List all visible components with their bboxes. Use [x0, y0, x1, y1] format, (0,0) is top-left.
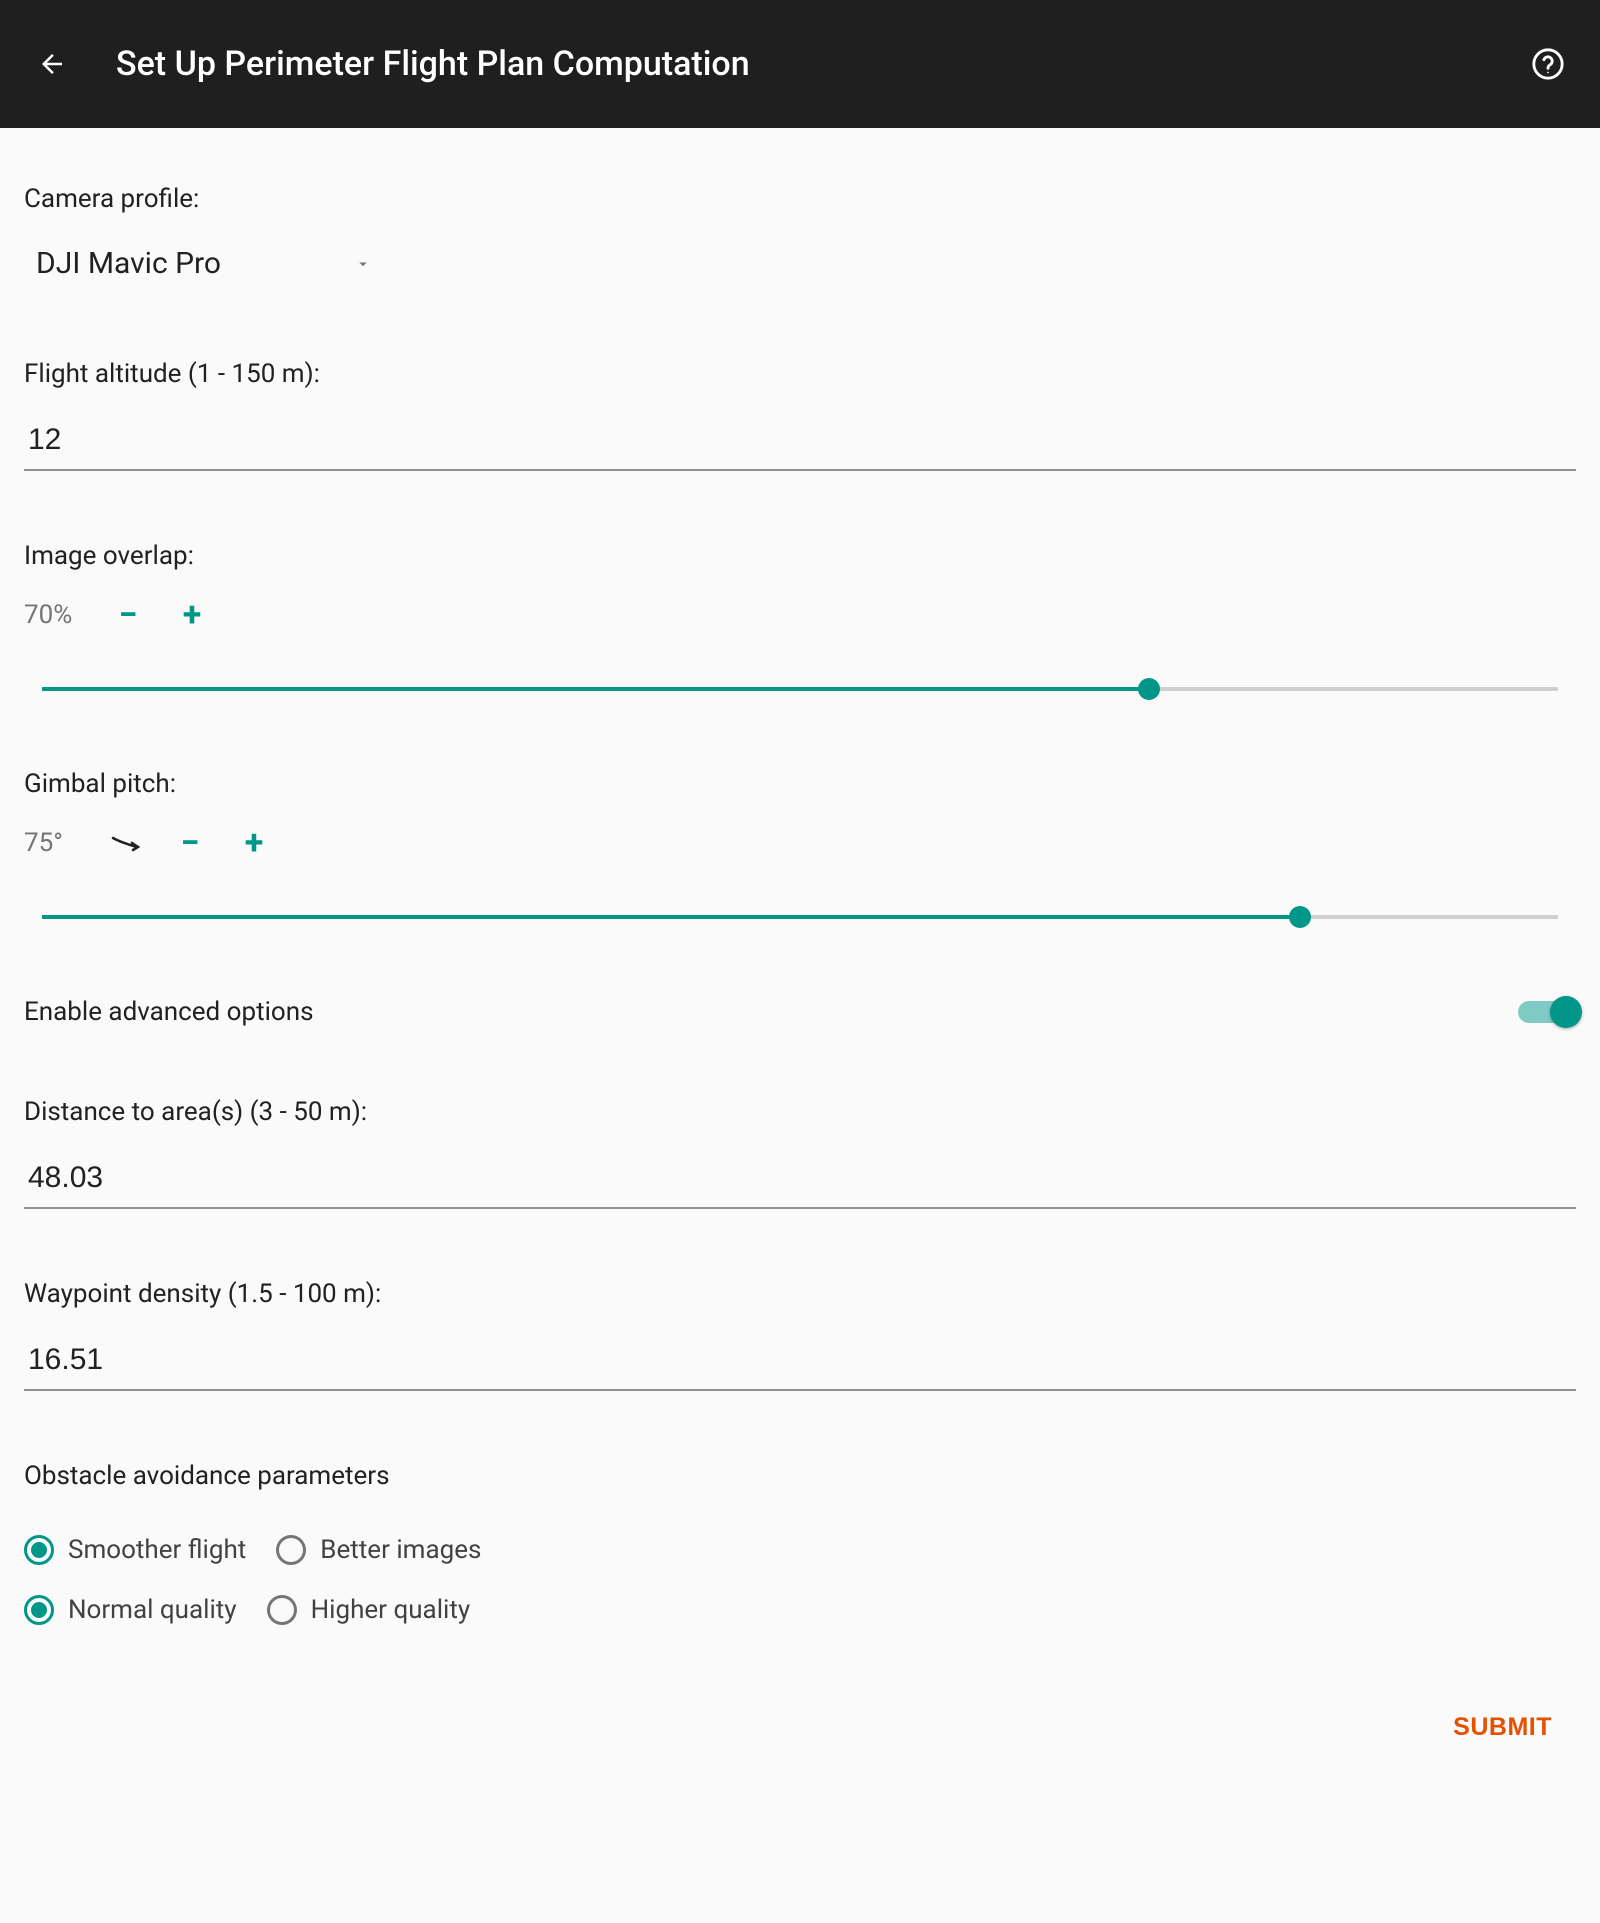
distance-label: Distance to area(s) (3 - 50 m):: [24, 1097, 1576, 1127]
slider-fill: [42, 915, 1300, 919]
gimbal-decrement-button[interactable]: −: [172, 823, 208, 863]
altitude-input[interactable]: [24, 413, 1576, 471]
radio-icon: [24, 1535, 54, 1565]
footer: SUBMIT: [0, 1665, 1600, 1802]
distance-input[interactable]: [24, 1151, 1576, 1209]
arrow-back-icon: [37, 49, 67, 79]
radio-icon: [24, 1595, 54, 1625]
obstacle-label: Obstacle avoidance parameters: [24, 1461, 1576, 1491]
page-title: Set Up Perimeter Flight Plan Computation: [116, 44, 1528, 84]
overlap-section: Image overlap: 70% − +: [24, 541, 1576, 699]
gimbal-slider[interactable]: [42, 907, 1558, 927]
camera-profile-label: Camera profile:: [24, 184, 1576, 214]
camera-profile-dropdown[interactable]: DJI Mavic Pro: [24, 238, 384, 289]
radio-label: Normal quality: [68, 1595, 237, 1625]
advanced-toggle[interactable]: [1518, 997, 1576, 1027]
slider-thumb[interactable]: [1289, 906, 1311, 928]
gimbal-label: Gimbal pitch:: [24, 769, 1576, 799]
appbar: Set Up Perimeter Flight Plan Computation: [0, 0, 1600, 128]
radio-better-images[interactable]: Better images: [276, 1535, 481, 1565]
submit-button[interactable]: SUBMIT: [1453, 1713, 1552, 1742]
camera-profile-section: Camera profile: DJI Mavic Pro: [24, 184, 1576, 289]
distance-section: Distance to area(s) (3 - 50 m):: [24, 1097, 1576, 1209]
help-icon: [1531, 47, 1565, 81]
altitude-section: Flight altitude (1 - 150 m):: [24, 359, 1576, 471]
obstacle-section: Obstacle avoidance parameters Smoother f…: [24, 1461, 1576, 1625]
advanced-label: Enable advanced options: [24, 997, 314, 1027]
waypoint-label: Waypoint density (1.5 - 100 m):: [24, 1279, 1576, 1309]
overlap-decrement-button[interactable]: −: [110, 595, 146, 635]
radio-label: Higher quality: [311, 1595, 471, 1625]
radio-icon: [276, 1535, 306, 1565]
overlap-label: Image overlap:: [24, 541, 1576, 571]
pitch-direction-icon: [110, 831, 144, 855]
waypoint-input[interactable]: [24, 1333, 1576, 1391]
slider-thumb[interactable]: [1138, 678, 1160, 700]
waypoint-section: Waypoint density (1.5 - 100 m):: [24, 1279, 1576, 1391]
gimbal-increment-button[interactable]: +: [236, 823, 272, 863]
form-content: Camera profile: DJI Mavic Pro Flight alt…: [0, 128, 1600, 1665]
radio-label: Better images: [320, 1535, 481, 1565]
gimbal-section: Gimbal pitch: 75° − +: [24, 769, 1576, 927]
radio-smoother-flight[interactable]: Smoother flight: [24, 1535, 246, 1565]
overlap-slider[interactable]: [42, 679, 1558, 699]
toggle-thumb: [1550, 996, 1582, 1028]
radio-icon: [267, 1595, 297, 1625]
advanced-section: Enable advanced options: [24, 997, 1576, 1027]
radio-label: Smoother flight: [68, 1535, 246, 1565]
radio-normal-quality[interactable]: Normal quality: [24, 1595, 237, 1625]
altitude-label: Flight altitude (1 - 150 m):: [24, 359, 1576, 389]
radio-higher-quality[interactable]: Higher quality: [267, 1595, 471, 1625]
help-button[interactable]: [1528, 44, 1568, 84]
dropdown-caret-icon: [354, 246, 372, 281]
overlap-increment-button[interactable]: +: [174, 595, 210, 635]
slider-fill: [42, 687, 1149, 691]
overlap-readout: 70%: [24, 600, 82, 630]
camera-profile-value: DJI Mavic Pro: [36, 246, 314, 281]
gimbal-readout: 75°: [24, 828, 82, 858]
back-button[interactable]: [32, 44, 72, 84]
